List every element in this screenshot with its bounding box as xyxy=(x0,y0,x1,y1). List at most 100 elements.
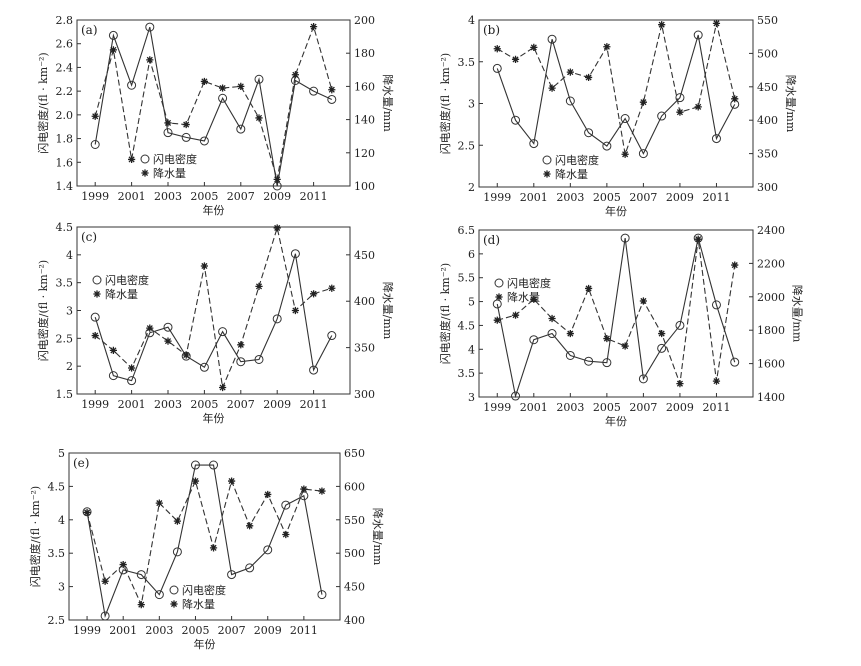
y-right-tick-label: 350 xyxy=(757,148,778,161)
precipitation-point xyxy=(548,314,556,323)
y-left-tick-label: 3 xyxy=(468,391,475,404)
legend-label: 降水量 xyxy=(507,290,540,304)
precipitation-point xyxy=(328,284,336,292)
y-right-tick-label: 2000 xyxy=(757,291,785,304)
lightning-density-point xyxy=(163,128,173,138)
x-axis-label: 年份 xyxy=(203,411,225,425)
x-tick-label: 2007 xyxy=(629,191,657,204)
series-group xyxy=(90,22,337,191)
lightning-density-point xyxy=(263,545,273,555)
plot-frame xyxy=(76,19,351,187)
y-left-tick-label: 6 xyxy=(468,248,475,261)
lightning-density-point xyxy=(492,63,502,73)
lightning-density-point xyxy=(602,358,612,368)
y-left-tick-label: 2.4 xyxy=(56,61,74,74)
lightning-density-point xyxy=(657,343,667,353)
x-axis-label: 年份 xyxy=(605,204,627,218)
lightning-density-point xyxy=(254,74,264,84)
y-right-tick-label: 180 xyxy=(354,47,375,60)
legend-circle-marker xyxy=(92,275,102,285)
x-tick-label: 2001 xyxy=(520,401,548,414)
legend-label: 闪电密度 xyxy=(105,273,149,287)
legend-circle-marker xyxy=(542,155,552,165)
x-tick-label: 1999 xyxy=(81,398,109,411)
precipitation-point xyxy=(291,306,299,315)
y-right-axis-label: 降水量/mm xyxy=(371,508,385,566)
y-right-tick-label: 400 xyxy=(344,614,365,627)
series-group xyxy=(90,249,337,386)
lightning-density-point xyxy=(281,500,291,510)
precipitation-point xyxy=(191,477,200,485)
lightning-density-point xyxy=(145,22,155,32)
precipitation-point xyxy=(310,23,318,31)
x-tick-label: 2001 xyxy=(118,190,146,203)
legend-star-marker xyxy=(170,600,178,608)
lightning-density-point xyxy=(547,34,557,44)
y-left-axis-label: 闪电密度/(fl · km⁻²) xyxy=(36,52,50,153)
lightning-density-point xyxy=(163,322,173,332)
chart-panel: 1999 2001 2003 2005 2007 2009 2011 2.5 3 3.5 4 4.5 5… xyxy=(28,447,385,651)
x-tick-label: 2011 xyxy=(290,624,318,637)
lightning-density-point xyxy=(136,570,146,580)
x-tick-label: 2003 xyxy=(154,398,182,411)
lightning-density-point xyxy=(602,141,612,151)
x-tick-label: 2011 xyxy=(300,190,328,203)
series-group xyxy=(91,23,336,183)
lightning-density-point xyxy=(309,365,319,375)
precipitation-point xyxy=(318,487,326,495)
precipitation-point xyxy=(291,71,299,79)
precipitation-point xyxy=(200,262,208,270)
precipitation-point xyxy=(639,98,647,106)
y-right-tick-label: 1800 xyxy=(757,324,785,337)
precipitation-point xyxy=(530,43,538,51)
y-right-axis-label: 降水量/mm xyxy=(381,74,395,132)
legend-label: 降水量 xyxy=(182,597,215,611)
y-left-tick-label: 5.5 xyxy=(458,272,476,285)
lightning-density-point xyxy=(327,331,337,341)
legend-circle-marker xyxy=(169,585,179,595)
series-group xyxy=(493,19,739,158)
precipitation-point xyxy=(273,175,281,183)
lightning-density-point xyxy=(290,249,300,259)
y-left-tick-label: 3.5 xyxy=(458,56,476,69)
lightning-density-point xyxy=(511,391,521,401)
plot-frame xyxy=(478,19,754,188)
x-axis-label: 年份 xyxy=(605,414,627,428)
x-tick-label: 2005 xyxy=(190,398,218,411)
lightning-density-point xyxy=(327,94,337,104)
y-left-tick-label: 1.6 xyxy=(56,156,74,169)
y-right-tick-label: 300 xyxy=(757,181,778,194)
precipitation-point xyxy=(566,68,574,76)
lightning-density-point xyxy=(154,590,164,600)
precipitation-point xyxy=(511,55,520,64)
legend-label: 闪电密度 xyxy=(507,276,551,290)
x-tick-label: 1999 xyxy=(81,190,109,203)
lightning-density-point xyxy=(218,327,228,337)
lightning-density-point xyxy=(172,547,182,557)
panel-label: (d) xyxy=(483,233,500,247)
precipitation-point xyxy=(146,56,154,64)
precipitation-point xyxy=(658,329,666,338)
lightning-density-point xyxy=(565,96,575,106)
x-tick-label: 2011 xyxy=(702,401,730,414)
series-group xyxy=(91,224,336,392)
precipitation-point xyxy=(282,530,290,539)
y-right-axis-label: 降水量/mm xyxy=(790,285,804,343)
lightning-density-point xyxy=(620,233,630,243)
precipitation-point xyxy=(109,46,117,54)
y-left-tick-label: 2.8 xyxy=(56,14,74,27)
precipitation-line xyxy=(86,479,322,607)
y-right-tick-label: 200 xyxy=(354,14,375,27)
y-right-tick-label: 160 xyxy=(354,80,375,93)
legend-label: 降水量 xyxy=(105,287,138,301)
lightning-density-point xyxy=(127,80,137,90)
precipitation-line xyxy=(497,239,736,384)
lightning-density-point xyxy=(547,329,557,339)
y-right-tick-label: 1600 xyxy=(757,358,785,371)
lightning-density-point xyxy=(584,128,594,138)
precipitation-point xyxy=(101,577,109,585)
legend-label: 降水量 xyxy=(153,166,186,180)
lightning-density-point xyxy=(236,357,246,367)
legend-label: 闪电密度 xyxy=(153,152,197,166)
precipitation-point xyxy=(182,351,190,359)
